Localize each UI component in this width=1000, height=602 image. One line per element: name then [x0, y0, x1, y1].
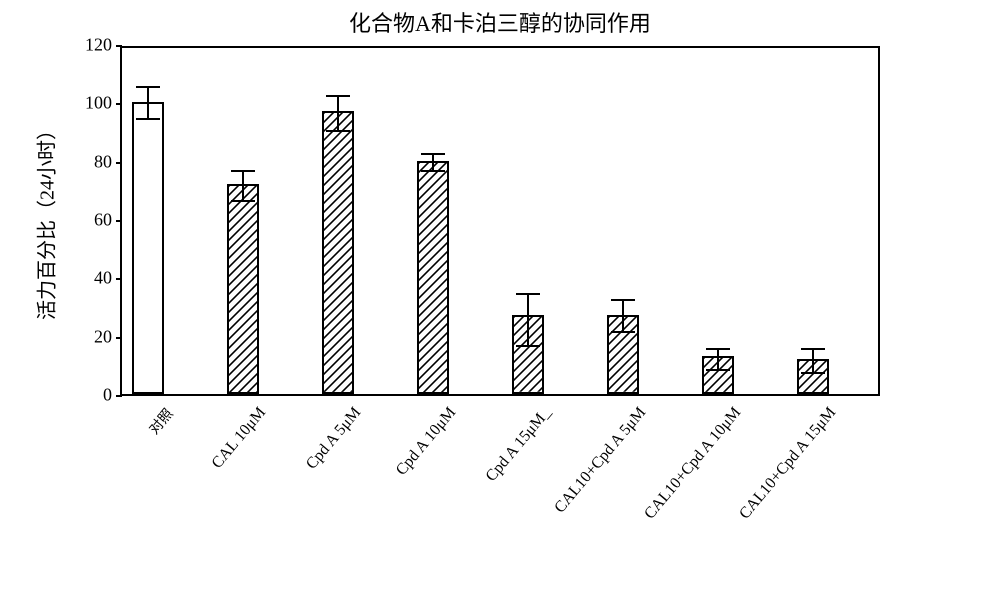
y-tick — [116, 278, 122, 280]
bar — [322, 111, 354, 394]
x-tick-label: CAL10+Cpd A 5μM — [552, 404, 651, 517]
error-bar — [337, 96, 339, 131]
chart-container: 化合物A和卡泊三醇的协同作用 活力百分比（24小时） 0204060801001… — [0, 0, 1000, 602]
x-tick-label: Cpd A 10μM — [393, 404, 460, 479]
error-bar — [717, 349, 719, 369]
error-cap — [136, 86, 160, 88]
error-cap — [706, 369, 730, 371]
error-cap — [421, 153, 445, 155]
plot-border-right — [878, 46, 880, 396]
error-cap — [801, 372, 825, 374]
error-bar — [812, 349, 814, 372]
y-tick — [116, 162, 122, 164]
y-tick — [116, 103, 122, 105]
y-tick-label: 60 — [72, 209, 112, 230]
y-tick-label: 0 — [72, 384, 112, 405]
error-bar — [242, 171, 244, 200]
error-cap — [706, 348, 730, 350]
error-cap — [326, 95, 350, 97]
y-tick-label: 100 — [72, 93, 112, 114]
y-tick-label: 80 — [72, 151, 112, 172]
y-axis-title: 活力百分比（24小时） — [31, 120, 60, 320]
plot-border-top — [120, 46, 880, 48]
bar — [132, 102, 164, 394]
x-tick-label: CAL10+Cpd A 15μM — [736, 404, 840, 523]
chart-title: 化合物A和卡泊三醇的协同作用 — [0, 6, 1000, 38]
bar — [417, 161, 449, 394]
error-bar — [622, 300, 624, 332]
error-cap — [516, 345, 540, 347]
y-tick-label: 120 — [72, 34, 112, 55]
error-cap — [421, 170, 445, 172]
error-bar — [527, 294, 529, 347]
error-cap — [231, 170, 255, 172]
x-tick-label: CAL 10μM — [209, 404, 270, 472]
y-tick — [116, 45, 122, 47]
bar — [227, 184, 259, 394]
y-tick-label: 40 — [72, 268, 112, 289]
error-bar — [147, 87, 149, 119]
plot-area: 020406080100120对照CAL 10μMCpd A 5μMCpd A … — [120, 46, 880, 396]
error-cap — [611, 299, 635, 301]
error-cap — [231, 200, 255, 202]
x-tick-label: Cpd A 15μM_ — [483, 404, 555, 485]
y-tick — [116, 337, 122, 339]
error-cap — [516, 293, 540, 295]
error-bar — [432, 154, 434, 172]
y-tick — [116, 220, 122, 222]
y-tick-label: 20 — [72, 326, 112, 347]
error-cap — [801, 348, 825, 350]
x-tick-label: 对照 — [144, 404, 177, 438]
error-cap — [611, 331, 635, 333]
y-tick — [116, 395, 122, 397]
x-tick-label: Cpd A 5μM — [303, 404, 365, 473]
x-tick-label: CAL10+Cpd A 10μM — [641, 404, 745, 523]
error-cap — [326, 130, 350, 132]
error-cap — [136, 118, 160, 120]
